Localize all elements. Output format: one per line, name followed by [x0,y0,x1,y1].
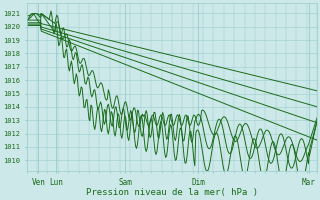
X-axis label: Pression niveau de la mer( hPa ): Pression niveau de la mer( hPa ) [86,188,258,197]
